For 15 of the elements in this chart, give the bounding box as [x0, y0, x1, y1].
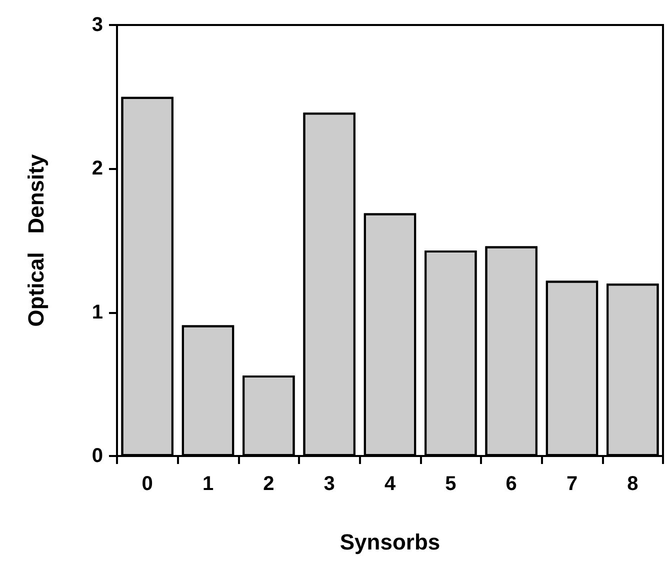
- x-tick-label: 8: [627, 473, 638, 495]
- y-tick-label: 2: [92, 158, 103, 180]
- y-tick-label: 3: [92, 14, 103, 36]
- x-tick-label: 6: [506, 473, 517, 495]
- x-axis-title: Synsorbs: [340, 530, 440, 554]
- x-tick-label: 0: [142, 473, 153, 495]
- y-tick-label: 0: [92, 445, 103, 467]
- x-tick-label: 7: [566, 473, 578, 495]
- x-tick-label: 3: [324, 473, 335, 495]
- y-tick-label: 1: [92, 301, 103, 324]
- x-tick-label: 5: [445, 473, 456, 495]
- x-tick-label: 2: [263, 473, 274, 495]
- x-tick-label: 4: [384, 473, 396, 495]
- x-tick-label: 1: [202, 473, 214, 495]
- y-axis-title: Optical Density: [24, 154, 48, 327]
